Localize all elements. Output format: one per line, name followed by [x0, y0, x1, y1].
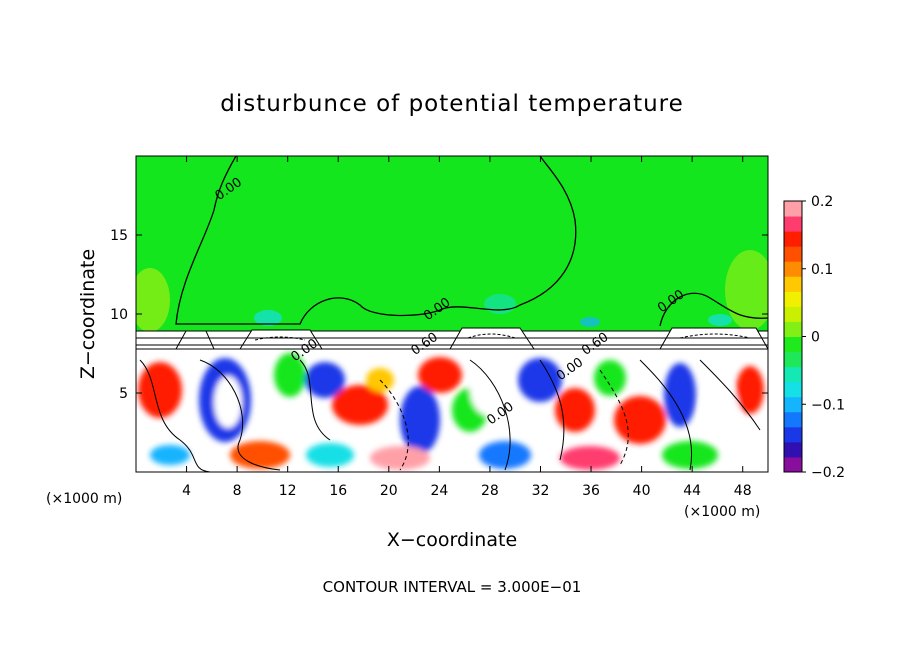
colorbar-tick-label: 0 [811, 330, 820, 346]
zero-contour-line [175, 156, 577, 325]
y-axis-ticks: 5 10 15 [110, 228, 768, 402]
upper-region-fill [136, 156, 768, 331]
colorbar-tick-label: 0.2 [811, 194, 833, 210]
field-layers [136, 156, 768, 472]
x-tick-label: 20 [380, 483, 398, 499]
x-tick-label: 12 [279, 483, 297, 499]
colorbar-swatch [784, 246, 802, 262]
upper-tint [254, 310, 282, 326]
colorbar-swatch [784, 396, 802, 413]
plot-area: 0.000.00 0.000.00 0.60 0.600.000.00 4 8 12 16 2… [110, 155, 769, 499]
x-unit-left: (×1000 m) [46, 491, 122, 507]
colorbar-swatch [784, 216, 802, 232]
upper-tint [708, 314, 732, 326]
colorbar-swatch [784, 261, 802, 277]
colorbar-swatch [784, 426, 802, 443]
contour-interval-footer: CONTOUR INTERVAL = 3.000E−01 [323, 578, 582, 596]
x-tick-label: 28 [481, 483, 499, 499]
colorbar-swatch [784, 231, 802, 247]
colorbar-swatch [784, 276, 802, 292]
x-tick-label: 36 [582, 483, 600, 499]
colorbar-tick-label: −0.2 [811, 465, 845, 481]
y-tick-label: 10 [110, 307, 128, 323]
colorbar-swatch [784, 291, 802, 307]
colorbar-swatch [784, 456, 802, 473]
colorbar-ticks: 0.2 0.1 0 −0.1 −0.2 [802, 194, 845, 481]
colorbar-swatch [784, 351, 802, 368]
x-axis-ticks: 4 8 12 16 20 24 28 32 36 40 44 48 [182, 156, 752, 499]
x-tick-label: 4 [182, 483, 191, 499]
colorbar-swatch [784, 441, 802, 458]
x-tick-label: 44 [683, 483, 701, 499]
chart-title: disturbunce of potential temperature [220, 91, 684, 117]
x-tick-label: 32 [532, 483, 550, 499]
colorbar-swatch [784, 411, 802, 428]
upper-tint [580, 317, 600, 327]
colorbar: 0.2 0.1 0 −0.1 −0.2 [783, 194, 845, 481]
lower-contour-lines [139, 359, 761, 472]
x-tick-label: 8 [233, 483, 242, 499]
colorbar-swatch [784, 336, 802, 353]
upper-tint [484, 294, 516, 314]
colorbar-swatches [784, 201, 802, 473]
colorbar-tick-label: −0.1 [811, 397, 845, 413]
x-tick-label: 24 [430, 483, 448, 499]
colorbar-swatch [784, 366, 802, 383]
upper-tint [725, 250, 768, 330]
colorbar-swatch [784, 201, 802, 217]
x-tick-label: 40 [633, 483, 651, 499]
y-tick-label: 15 [110, 228, 128, 244]
lower-turbulent-region [136, 349, 768, 472]
x-axis-label: X−coordinate [387, 529, 517, 551]
colorbar-swatch [784, 381, 802, 398]
y-tick-label: 5 [119, 386, 128, 402]
x-tick-label: 48 [734, 483, 752, 499]
white-band [136, 327, 768, 350]
zero-contour-line [659, 292, 768, 327]
x-unit-right: (×1000 m) [684, 504, 760, 520]
x-tick-label: 16 [329, 483, 347, 499]
upper-tint [136, 268, 170, 332]
y-axis-label: Z−coordinate [77, 249, 99, 379]
colorbar-tick-label: 0.1 [811, 262, 833, 278]
colorbar-swatch [784, 321, 802, 337]
colorbar-swatch [784, 306, 802, 322]
